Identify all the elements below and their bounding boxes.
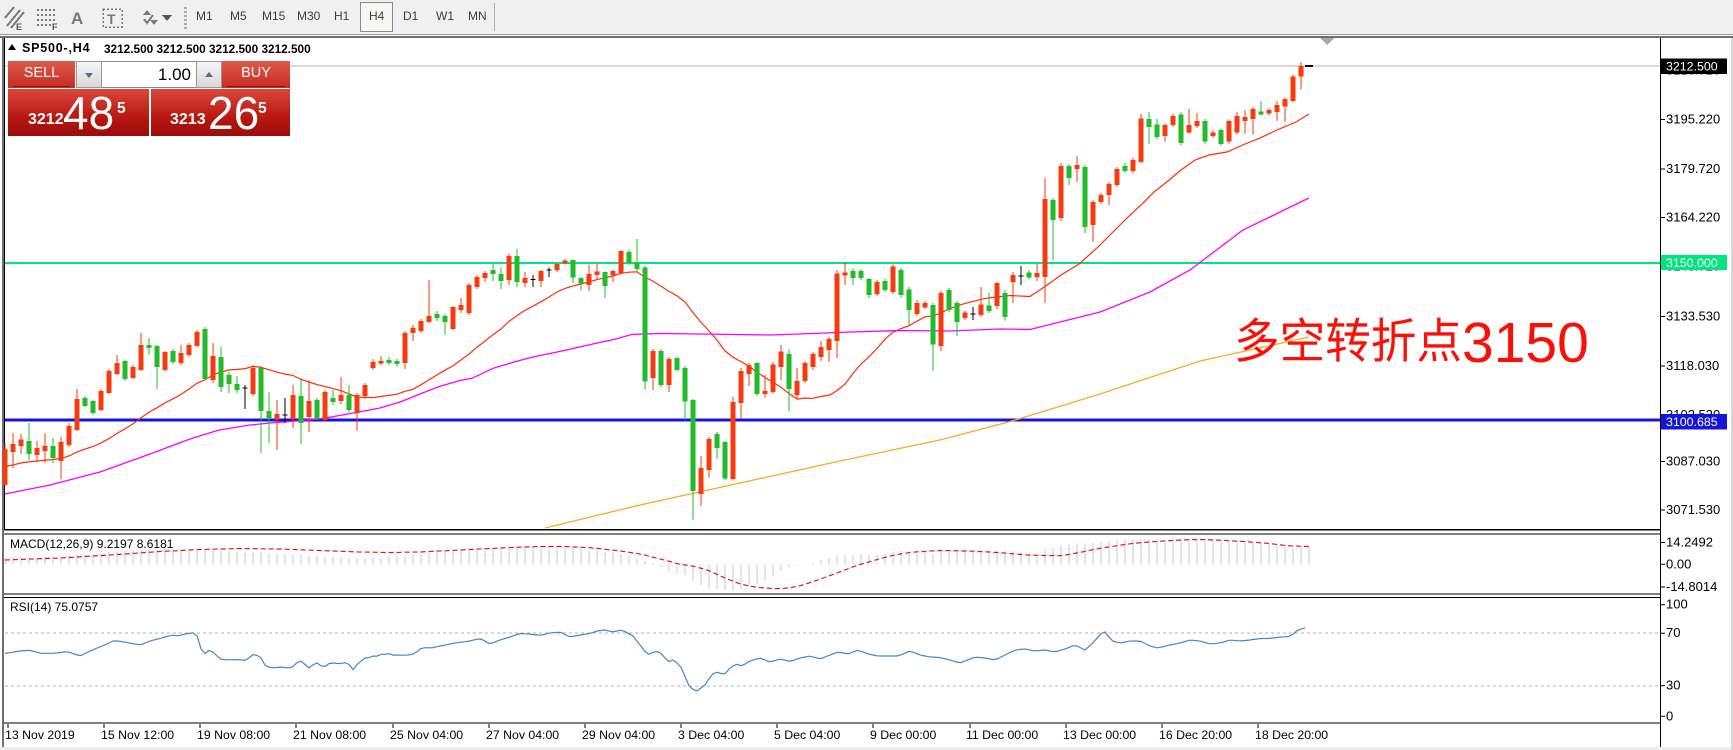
- svg-text:0: 0: [1666, 708, 1673, 723]
- svg-text:3 Dec 04:00: 3 Dec 04:00: [678, 728, 744, 742]
- svg-text:11 Dec 00:00: 11 Dec 00:00: [966, 728, 1038, 742]
- svg-text:30: 30: [1666, 678, 1680, 693]
- svg-text:21 Nov 08:00: 21 Nov 08:00: [293, 728, 366, 742]
- svg-text:14.2492: 14.2492: [1666, 535, 1713, 550]
- svg-text:3195.220: 3195.220: [1666, 112, 1720, 127]
- svg-text:13 Nov 2019: 13 Nov 2019: [5, 728, 75, 742]
- svg-text:3133.530: 3133.530: [1666, 309, 1720, 324]
- svg-text:3150.000: 3150.000: [1666, 256, 1718, 270]
- svg-text:25 Nov 04:00: 25 Nov 04:00: [390, 728, 463, 742]
- svg-text:3179.720: 3179.720: [1666, 161, 1720, 176]
- svg-text:0.00: 0.00: [1666, 556, 1691, 571]
- svg-text:16 Dec 20:00: 16 Dec 20:00: [1159, 728, 1232, 742]
- svg-text:A: A: [71, 9, 83, 28]
- svg-text:3100.685: 3100.685: [1666, 415, 1718, 429]
- svg-text:18 Dec 20:00: 18 Dec 20:00: [1255, 728, 1328, 742]
- svg-text:9 Dec 00:00: 9 Dec 00:00: [870, 728, 936, 742]
- svg-text:29 Nov 04:00: 29 Nov 04:00: [582, 728, 655, 742]
- svg-text:3164.220: 3164.220: [1666, 210, 1720, 225]
- svg-text:15 Nov 12:00: 15 Nov 12:00: [101, 728, 174, 742]
- svg-text:MACD(12,26,9) 9.2197 8.6181: MACD(12,26,9) 9.2197 8.6181: [10, 537, 174, 551]
- svg-text:27 Nov 04:00: 27 Nov 04:00: [486, 728, 559, 742]
- svg-text:F: F: [52, 22, 58, 32]
- svg-text:3150: 3150: [1462, 311, 1589, 375]
- svg-text:RSI(14) 75.0757: RSI(14) 75.0757: [10, 600, 98, 614]
- svg-text:-14.8014: -14.8014: [1666, 579, 1717, 594]
- svg-text:13 Dec 00:00: 13 Dec 00:00: [1063, 728, 1136, 742]
- svg-text:100: 100: [1666, 597, 1688, 612]
- svg-text:19 Nov 08:00: 19 Nov 08:00: [197, 728, 270, 742]
- svg-text:3212.500: 3212.500: [1666, 60, 1718, 74]
- svg-text:3071.530: 3071.530: [1666, 502, 1720, 517]
- svg-text:E: E: [16, 22, 22, 32]
- svg-text:3087.030: 3087.030: [1666, 454, 1720, 469]
- svg-text:T: T: [107, 11, 116, 27]
- svg-text:3118.030: 3118.030: [1666, 358, 1719, 373]
- svg-text:70: 70: [1666, 625, 1680, 640]
- svg-text:5 Dec 04:00: 5 Dec 04:00: [774, 728, 840, 742]
